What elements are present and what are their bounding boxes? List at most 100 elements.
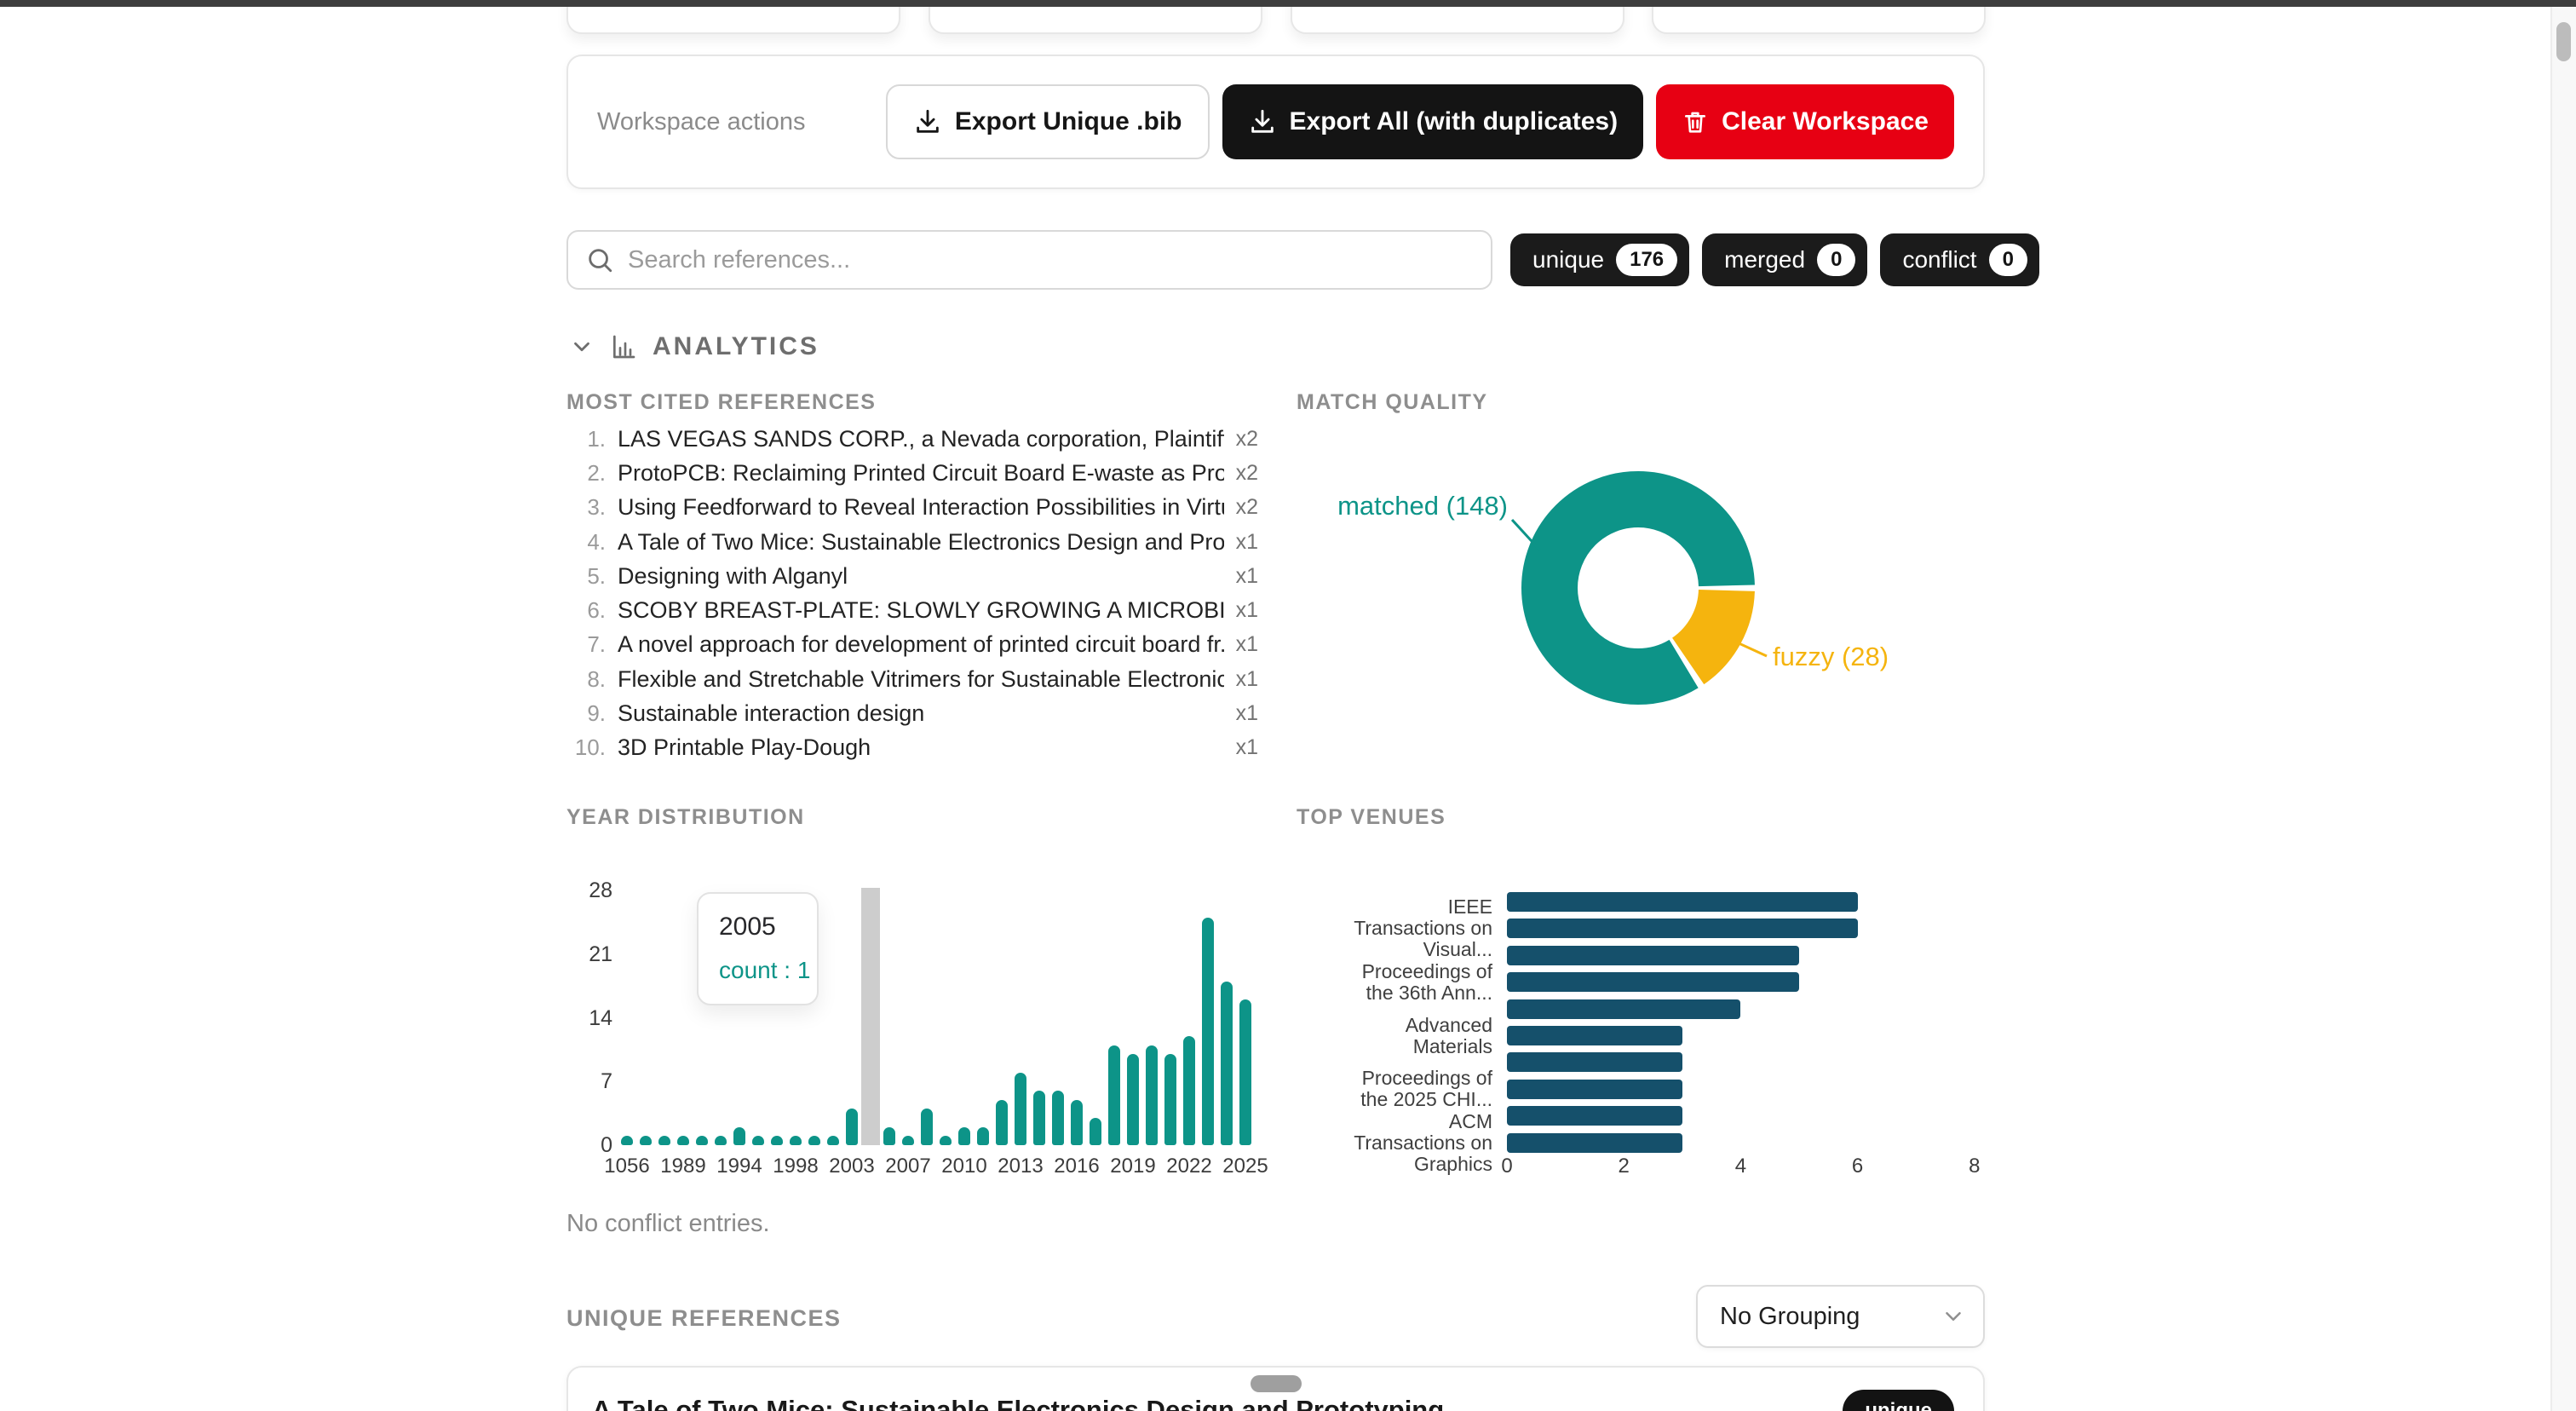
venue-bar (1507, 1079, 1682, 1099)
year-bar[interactable] (1164, 1054, 1176, 1145)
workspace-buttons: Export Unique .bib Export All (with dupl… (885, 84, 1954, 159)
year-bar[interactable] (1052, 1090, 1064, 1145)
grouping-value: No Grouping (1720, 1302, 1860, 1330)
chart-tooltip: 2005 count : 1 (697, 892, 819, 1005)
export-unique-button[interactable]: Export Unique .bib (885, 84, 1210, 159)
year-bar[interactable] (1183, 1035, 1195, 1145)
year-bar[interactable] (752, 1136, 764, 1145)
year-bar[interactable] (902, 1136, 914, 1145)
most-cited-title: MOST CITED REFERENCES (566, 390, 877, 414)
x-axis-tick: 1994 (716, 1155, 762, 1178)
match-quality-title: MATCH QUALITY (1297, 390, 1488, 414)
item-rank: 7. (587, 631, 606, 658)
item-count: x2 (1235, 426, 1258, 451)
year-bar[interactable] (921, 1109, 933, 1145)
conflict-empty-text: No conflict entries. (566, 1210, 770, 1237)
venue-label: ACM Transactions on Graphics (1354, 1109, 1492, 1175)
item-count: x1 (1235, 598, 1258, 623)
item-count: x1 (1235, 529, 1258, 554)
item-title: Designing with Alganyl (618, 562, 848, 589)
year-bar[interactable] (677, 1136, 689, 1145)
analytics-section-header[interactable]: ANALYTICS (569, 332, 819, 361)
y-axis-tick: 7 (601, 1069, 612, 1094)
year-bar[interactable] (1108, 1045, 1120, 1145)
donut-label-fuzzy: fuzzy (28) (1773, 642, 1889, 671)
donut-slice-matched (1521, 471, 1755, 705)
item-count: x1 (1235, 666, 1258, 691)
scrollbar-track[interactable] (2550, 0, 2576, 1411)
reference-status-badge: unique (1843, 1390, 1954, 1411)
year-bar[interactable] (1239, 999, 1251, 1145)
year-bar[interactable] (1146, 1045, 1158, 1145)
year-bar[interactable] (1015, 1072, 1026, 1145)
drag-handle[interactable] (1250, 1375, 1302, 1392)
filter-badge-conflict[interactable]: conflict 0 (1880, 233, 2039, 286)
year-bar[interactable] (958, 1126, 970, 1145)
item-rank: 9. (587, 700, 606, 727)
search-input[interactable] (628, 245, 1474, 274)
trash-icon (1682, 108, 1709, 135)
item-title: A novel approach for development of prin… (618, 631, 1224, 658)
item-rank: 1. (587, 425, 606, 452)
scrollbar-thumb[interactable] (2556, 22, 2571, 61)
top-venues-panel: TOP VENUES IEEE Transactions on Visual... P… (1297, 805, 1988, 1180)
y-axis-tick: 0 (601, 1133, 612, 1157)
year-bar[interactable] (790, 1136, 802, 1145)
export-all-button[interactable]: Export All (with duplicates) (1222, 84, 1644, 159)
most-cited-list: 1. LAS VEGAS SANDS CORP., a Nevada corpor… (566, 422, 1258, 765)
year-bar[interactable] (1071, 1099, 1083, 1145)
chevron-down-icon[interactable] (569, 334, 595, 360)
item-rank: 10. (574, 734, 606, 761)
year-bar[interactable] (940, 1136, 952, 1145)
grouping-select[interactable]: No Grouping (1696, 1285, 1985, 1348)
x-axis-tick: 2003 (829, 1155, 875, 1178)
year-bar[interactable] (696, 1136, 708, 1145)
year-bar[interactable] (733, 1126, 745, 1145)
x-axis-tick: 2013 (998, 1155, 1044, 1178)
year-bar[interactable] (1090, 1117, 1101, 1145)
year-bar[interactable] (996, 1099, 1008, 1145)
x-axis-tick: 8 (1969, 1155, 1981, 1178)
workspace-actions-card: Workspace actions Export Unique .bib Exp… (566, 55, 1985, 189)
item-title: A Tale of Two Mice: Sustainable Electron… (618, 528, 1224, 555)
year-distribution-title: YEAR DISTRIBUTION (566, 805, 805, 829)
donut-leader-matched (1510, 518, 1542, 552)
year-bar[interactable] (621, 1136, 633, 1145)
item-rank: 2. (587, 459, 606, 486)
year-bar[interactable] (771, 1136, 783, 1145)
item-rank: 4. (587, 528, 606, 555)
x-axis-tick: 2016 (1054, 1155, 1100, 1178)
filter-badge-unique[interactable]: unique 176 (1510, 233, 1690, 286)
venue-label: IEEE Transactions on Visual... (1354, 896, 1492, 961)
year-bar[interactable] (715, 1136, 727, 1145)
venue-bar (1507, 1106, 1682, 1126)
most-cited-item: 5. Designing with Alganyl x1 (566, 559, 1258, 593)
item-count: x2 (1235, 495, 1258, 520)
year-bar[interactable] (1221, 981, 1233, 1145)
venue-label: Proceedings of the 2025 CHI... (1360, 1067, 1492, 1111)
filter-badge-merged[interactable]: merged 0 (1702, 233, 1868, 286)
year-bar[interactable] (1033, 1090, 1045, 1145)
year-bar[interactable] (827, 1136, 839, 1145)
year-bar[interactable] (977, 1126, 989, 1145)
most-cited-panel: MOST CITED REFERENCES 1. LAS VEGAS SANDS … (566, 390, 1258, 774)
chevron-down-icon (1946, 1312, 1961, 1321)
year-bar[interactable] (1127, 1054, 1139, 1145)
year-bar[interactable] (846, 1109, 858, 1145)
year-bar[interactable] (1202, 918, 1214, 1145)
y-axis-tick: 28 (589, 878, 612, 902)
x-axis-tick: 2025 (1222, 1155, 1268, 1178)
year-bar[interactable] (808, 1136, 820, 1145)
year-bar[interactable] (658, 1136, 670, 1145)
x-axis-tick: 4 (1734, 1155, 1747, 1178)
badge-label: conflict (1902, 246, 1977, 273)
clear-workspace-button[interactable]: Clear Workspace (1656, 84, 1954, 159)
x-axis-tick: 2010 (941, 1155, 987, 1178)
venue-bar (1507, 945, 1799, 965)
year-bar[interactable] (883, 1126, 895, 1145)
item-rank: 6. (587, 597, 606, 624)
analytics-title: ANALYTICS (653, 332, 819, 360)
year-bar[interactable] (640, 1136, 652, 1145)
badge-count: 176 (1616, 244, 1678, 276)
item-title: Flexible and Stretchable Vitrimers for S… (618, 665, 1224, 692)
